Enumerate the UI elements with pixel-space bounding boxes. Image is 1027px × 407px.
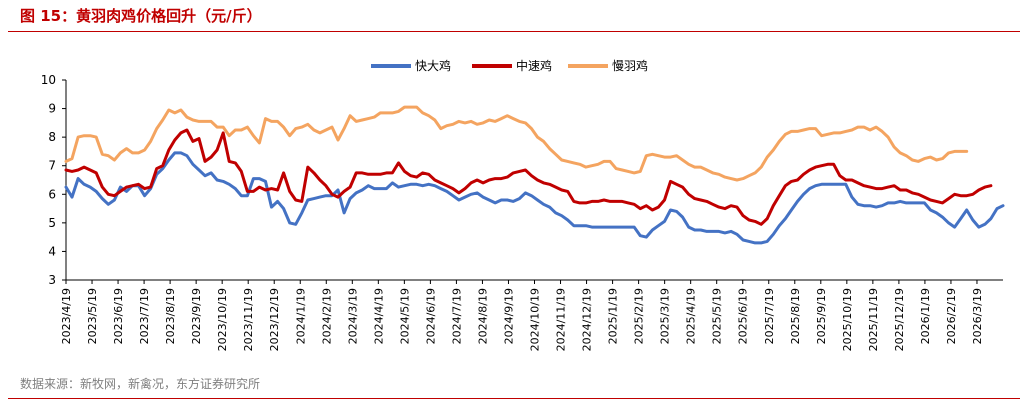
x-tick-label: 2024/3/19 (346, 288, 359, 344)
x-tick-label: 2025/2/19 (633, 288, 646, 344)
series-line-2 (64, 128, 993, 226)
x-tick-label: 2025/5/19 (711, 288, 724, 344)
y-tick-label: 4 (48, 244, 56, 258)
x-tick-label: 2025/6/19 (737, 288, 750, 344)
series-line-3 (64, 105, 969, 182)
legend-label: 中速鸡 (516, 58, 552, 73)
x-tick-label: 2026/3/19 (971, 288, 984, 344)
x-tick-label: 2024/7/19 (450, 288, 463, 344)
y-tick-label: 7 (48, 159, 56, 173)
legend-label: 慢羽鸡 (612, 58, 648, 73)
y-tick-label: 8 (48, 130, 56, 144)
x-tick-label: 2024/2/19 (320, 288, 333, 344)
x-tick-label: 2025/1/19 (607, 288, 620, 344)
y-tick-label: 5 (48, 216, 56, 230)
x-tick-label: 2025/3/19 (659, 288, 672, 344)
x-tick-label: 2023/11/19 (242, 288, 255, 351)
x-tick-label: 2023/9/19 (190, 288, 203, 344)
x-tick-label: 2023/6/19 (112, 288, 125, 344)
y-tick-label: 10 (41, 73, 56, 87)
x-tick-label: 2023/7/19 (138, 288, 151, 344)
series-line-1 (64, 151, 1005, 245)
x-tick-label: 2024/12/19 (581, 288, 594, 351)
x-tick-label: 2024/10/19 (529, 288, 542, 351)
x-tick-label: 2023/4/19 (60, 288, 73, 344)
x-tick-label: 2024/6/19 (424, 288, 437, 344)
x-tick-label: 2023/5/19 (86, 288, 99, 344)
x-tick-label: 2025/12/19 (893, 288, 906, 351)
x-tick-label: 2023/10/19 (216, 288, 229, 351)
x-tick-label: 2025/9/19 (815, 288, 828, 344)
x-tick-label: 2025/11/19 (867, 288, 880, 351)
source-note: 数据来源：新牧网，新禽况，东方证券研究所 (20, 377, 261, 391)
x-tick-label: 2024/8/19 (476, 288, 489, 344)
x-tick-label: 2025/7/19 (763, 288, 776, 344)
y-tick-label: 9 (48, 102, 56, 116)
figure-title: 图 15：黄羽肉鸡价格回升（元/斤） (20, 7, 262, 25)
x-tick-label: 2026/2/19 (945, 288, 958, 344)
legend-label: 快大鸡 (415, 58, 451, 73)
top-divider (8, 31, 1020, 32)
x-tick-label: 2024/11/19 (555, 288, 568, 351)
x-tick-label: 2024/5/19 (398, 288, 411, 344)
x-tick-label: 2024/1/19 (294, 288, 307, 344)
x-tick-label: 2025/4/19 (685, 288, 698, 344)
y-tick-label: 3 (48, 273, 56, 287)
y-tick-label: 6 (48, 187, 56, 201)
x-tick-label: 2025/8/19 (789, 288, 802, 344)
x-tick-label: 2024/4/19 (372, 288, 385, 344)
x-tick-label: 2023/12/19 (268, 288, 281, 351)
x-tick-label: 2024/9/19 (502, 288, 515, 344)
x-tick-label: 2023/8/19 (164, 288, 177, 344)
bottom-divider (8, 398, 1020, 399)
x-tick-label: 2025/10/19 (841, 288, 854, 351)
x-tick-label: 2026/1/19 (919, 288, 932, 344)
